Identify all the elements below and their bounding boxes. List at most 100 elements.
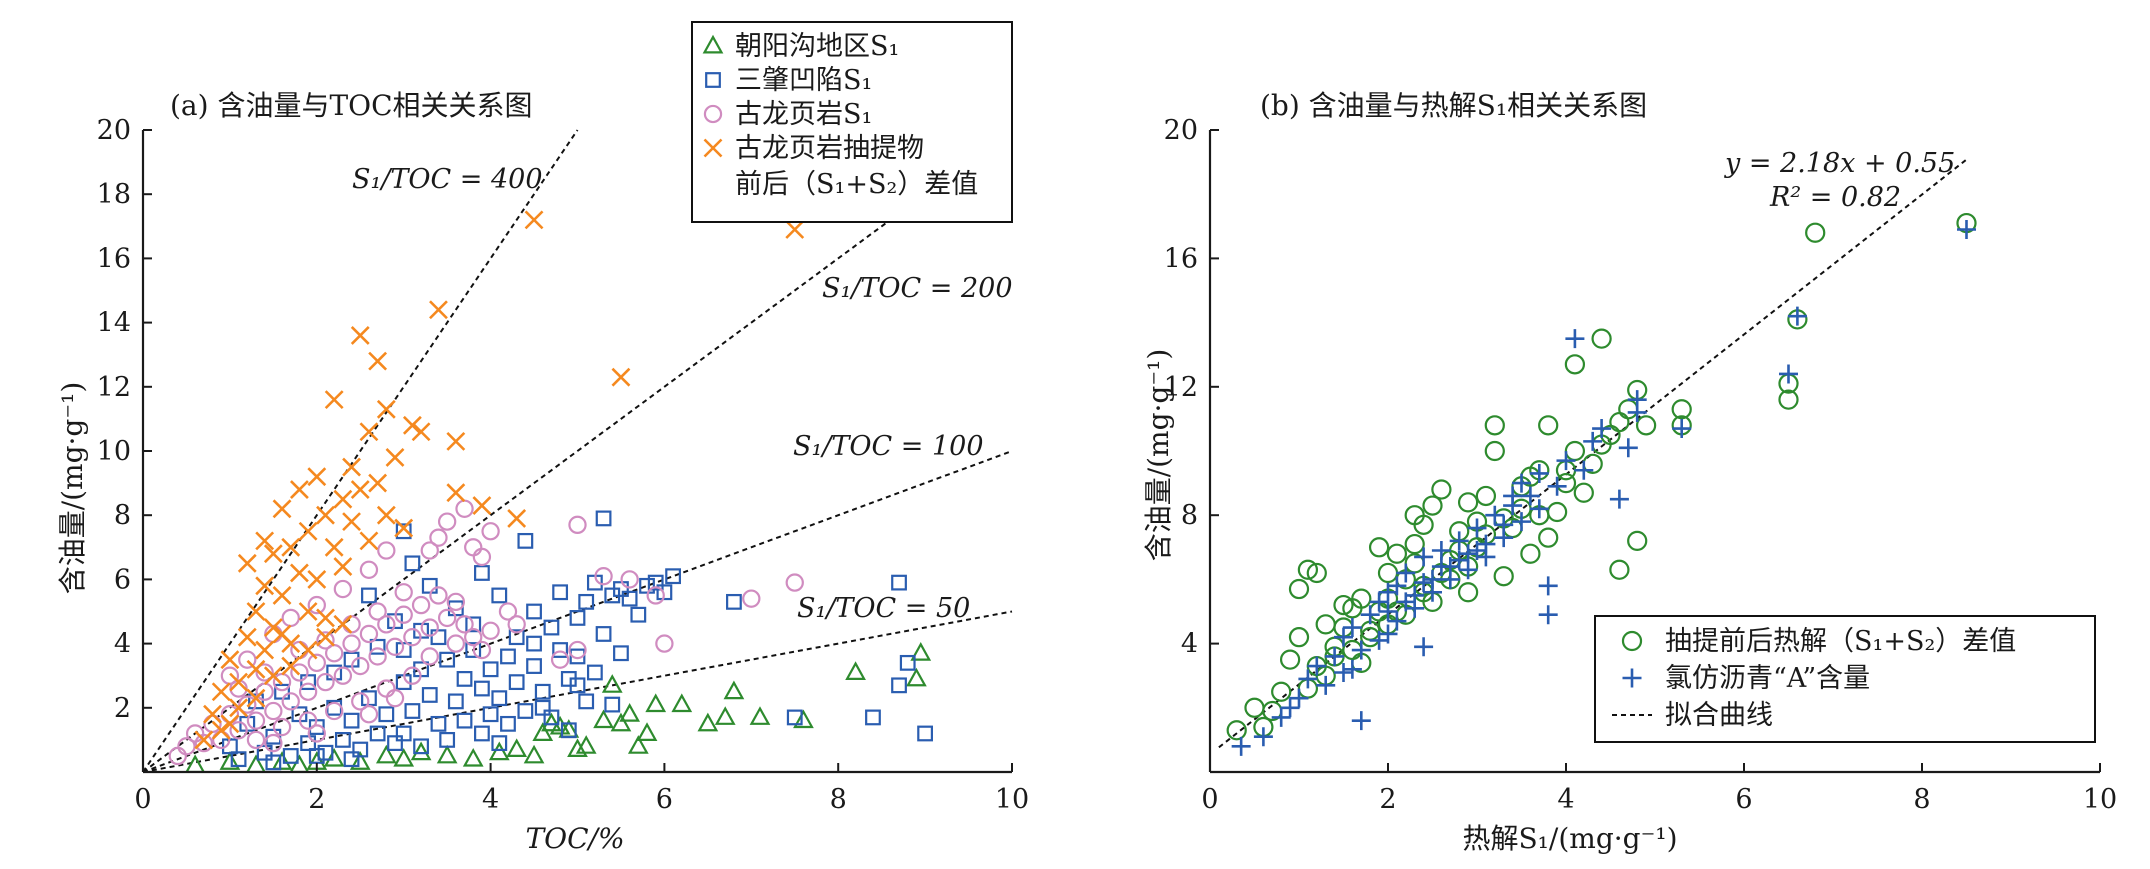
data-point xyxy=(723,680,745,700)
data-point xyxy=(749,706,771,725)
legend-label: 氯仿沥青“A”含量 xyxy=(1665,663,1870,694)
data-point xyxy=(549,715,571,735)
data-point xyxy=(1333,594,1354,616)
data-point xyxy=(376,505,396,525)
data-point xyxy=(404,555,421,572)
data-point xyxy=(481,621,500,640)
data-point xyxy=(1583,431,1603,451)
data-point xyxy=(1672,419,1692,439)
data-point xyxy=(290,563,309,583)
data-point xyxy=(325,701,344,721)
data-point xyxy=(1288,578,1310,600)
data-point xyxy=(316,672,335,692)
data-point xyxy=(1538,415,1559,436)
data-point xyxy=(1779,364,1798,384)
data-point xyxy=(610,712,632,732)
data-point xyxy=(369,725,386,742)
data-point xyxy=(255,576,275,596)
data-point xyxy=(403,628,422,647)
data-point xyxy=(369,638,386,655)
data-point xyxy=(1387,576,1407,596)
data-point xyxy=(333,489,353,509)
data-point xyxy=(272,624,292,644)
data-point xyxy=(593,709,614,729)
data-point xyxy=(395,642,412,658)
data-point xyxy=(1574,460,1594,480)
data-point xyxy=(317,744,334,761)
data-point xyxy=(1253,727,1273,747)
data-point xyxy=(1404,533,1425,555)
data-point xyxy=(237,553,257,573)
data-point xyxy=(1957,220,1976,240)
data-point xyxy=(891,574,907,591)
chart-a-title: (a) 含油量与TOC相关关系图 xyxy=(170,89,533,122)
data-point xyxy=(891,677,907,694)
data-point xyxy=(488,741,510,761)
legend-label: 古龙页岩S₁ xyxy=(735,99,872,130)
data-point xyxy=(917,725,933,742)
data-point xyxy=(1244,697,1265,718)
data-point xyxy=(1538,527,1559,548)
data-point xyxy=(324,390,344,410)
panel-b: (b) 含油量与热解S₁相关关系图 0 2 4 6 8 10 4 8 12 16 20 y = 2.… xyxy=(1142,89,2117,855)
data-point xyxy=(1618,399,1639,420)
data-point xyxy=(1316,675,1336,695)
data-point xyxy=(343,751,360,768)
data-point xyxy=(899,654,916,671)
data-point xyxy=(586,664,603,681)
data-point xyxy=(255,640,275,660)
data-point xyxy=(219,751,241,770)
data-point xyxy=(578,593,595,610)
reference-line-label: S₁/TOC = 400 xyxy=(352,164,543,195)
y-tick-label: 4 xyxy=(114,629,131,660)
data-point xyxy=(436,744,458,764)
x-tick-label: 8 xyxy=(1913,784,1930,815)
data-point xyxy=(517,532,534,549)
series-plus xyxy=(1231,220,1976,756)
data-point xyxy=(627,735,649,754)
data-point xyxy=(1289,688,1309,708)
data-point xyxy=(377,679,396,698)
data-point xyxy=(430,715,447,732)
data-point xyxy=(1503,486,1523,506)
data-point xyxy=(613,645,629,662)
chart-a-points xyxy=(168,210,933,774)
data-point xyxy=(1564,354,1586,375)
data-point xyxy=(333,579,353,599)
data-point xyxy=(352,741,369,758)
data-point xyxy=(1413,514,1434,535)
data-point xyxy=(342,512,361,532)
data-point xyxy=(421,687,438,703)
data-point xyxy=(377,541,396,560)
data-point xyxy=(465,616,482,633)
x-tick-label: 6 xyxy=(1735,784,1752,815)
data-point xyxy=(342,457,361,477)
reference-line-label: S₁/TOC = 50 xyxy=(797,593,970,624)
data-point xyxy=(1565,329,1585,349)
data-point xyxy=(785,573,804,592)
data-point xyxy=(550,650,570,669)
data-point xyxy=(307,724,326,743)
data-point xyxy=(282,748,299,764)
data-point xyxy=(1609,411,1630,433)
data-point xyxy=(1671,399,1692,420)
data-point xyxy=(271,751,293,770)
data-point xyxy=(1414,547,1434,567)
data-point xyxy=(420,647,439,666)
data-point xyxy=(601,674,623,693)
data-point xyxy=(237,627,257,647)
data-point xyxy=(307,467,327,487)
data-point xyxy=(1280,698,1300,718)
data-point xyxy=(343,712,360,729)
data-point xyxy=(491,587,508,604)
data-point xyxy=(351,656,370,676)
series-circle xyxy=(168,499,804,766)
data-point xyxy=(246,711,266,730)
legend-label: 朝阳沟地区S₁ xyxy=(735,31,899,62)
fit-line xyxy=(1218,158,1968,749)
data-point xyxy=(472,547,492,567)
data-point xyxy=(552,584,569,601)
y-tick-label: 6 xyxy=(114,564,131,595)
data-point xyxy=(220,650,240,670)
data-point xyxy=(1520,543,1541,564)
